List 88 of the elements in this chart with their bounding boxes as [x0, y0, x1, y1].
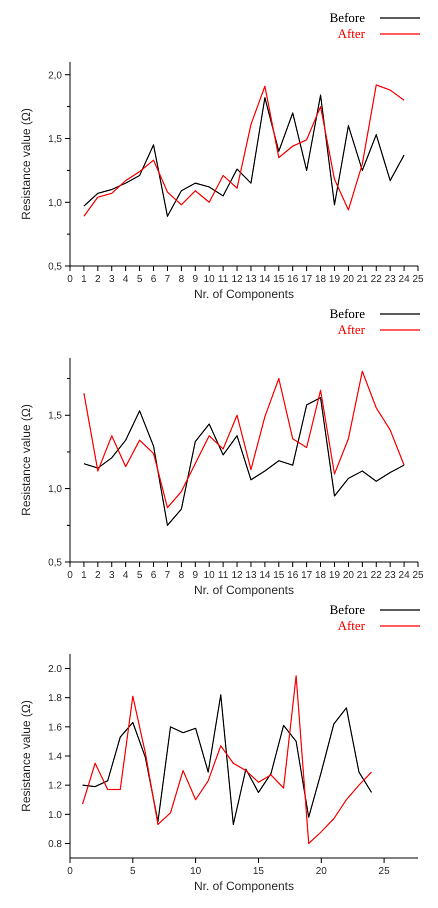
y-tick-label: 2,0	[48, 70, 62, 82]
x-tick-label: 4	[122, 570, 129, 581]
line-series	[82, 675, 372, 844]
x-tick-label: 14	[259, 570, 271, 581]
x-tick-label: 17	[301, 274, 313, 285]
legend-label: After	[338, 322, 366, 337]
y-axis-title: Resistance value (Ω)	[19, 108, 33, 220]
x-tick-label: 12	[231, 570, 244, 581]
x-tick-label: 13	[245, 274, 257, 285]
x-tick-label: 8	[178, 274, 185, 285]
x-tick-label: 17	[301, 570, 313, 581]
x-tick-label: 9	[192, 570, 198, 581]
y-tick-label: 1,5	[48, 410, 62, 422]
x-tick-label: 4	[122, 274, 129, 285]
x-tick-label: 5	[136, 274, 143, 285]
x-tick-label: 24	[398, 570, 410, 581]
x-tick-label: 22	[370, 570, 382, 581]
y-axis-title: Resistance value (Ω)	[19, 404, 33, 516]
x-tick-label: 3	[108, 274, 115, 285]
x-tick-label: 21	[356, 274, 368, 285]
x-tick-label: 11	[218, 570, 229, 581]
y-tick-label: 1,5	[48, 134, 62, 145]
x-axis-title: Nr. of Components	[194, 583, 294, 597]
x-tick-label: 24	[398, 274, 410, 285]
x-tick-label: 14	[259, 274, 271, 285]
line-series	[83, 370, 405, 508]
x-tick-label: 25	[412, 274, 424, 285]
line-series	[82, 694, 372, 826]
x-tick-label: 19	[328, 570, 340, 581]
x-tick-label: 16	[287, 274, 299, 285]
x-tick-label: 6	[150, 570, 157, 581]
x-tick-label: 1	[81, 570, 88, 581]
x-axis-title: Nr. of Components	[194, 879, 294, 893]
y-tick-label: 1.0	[48, 810, 62, 821]
x-tick-label: 10	[204, 570, 216, 581]
y-tick-label: 1.4	[48, 752, 62, 762]
x-tick-label: 6	[150, 274, 157, 285]
legend-label: Before	[330, 602, 366, 617]
x-tick-label: 25	[412, 570, 424, 581]
x-tick-label: 23	[384, 274, 396, 285]
x-tick-label: 7	[164, 570, 171, 581]
line-series	[83, 397, 405, 526]
y-tick-label: 1,0	[48, 198, 62, 209]
legend-label: After	[338, 618, 366, 633]
x-tick-label: 8	[178, 570, 185, 581]
y-tick-label: 2.0	[48, 664, 62, 676]
x-tick-label: 0	[67, 866, 74, 877]
y-tick-label: 0,5	[48, 262, 62, 272]
x-tick-label: 1	[81, 274, 88, 285]
x-tick-label: 20	[316, 866, 328, 877]
x-tick-label: 2	[95, 274, 102, 285]
y-tick-label: 1.6	[48, 722, 62, 734]
x-tick-label: 5	[136, 570, 143, 581]
y-tick-label: 1.8	[48, 693, 62, 704]
x-tick-label: 9	[192, 274, 198, 285]
x-tick-label: 0	[67, 570, 74, 581]
x-tick-label: 10	[204, 274, 216, 285]
x-tick-label: 15	[273, 570, 285, 581]
x-tick-label: 2	[95, 570, 102, 581]
x-tick-label: 23	[384, 570, 396, 581]
legend-label: After	[338, 26, 366, 41]
y-tick-label: 0,5	[48, 558, 62, 568]
x-axis-title: Nr. of Components	[194, 287, 294, 301]
y-tick-label: 1,0	[48, 484, 62, 496]
legend-label: Before	[330, 306, 366, 321]
x-tick-label: 18	[314, 570, 327, 581]
x-tick-label: 7	[164, 274, 171, 285]
x-tick-label: 15	[273, 274, 285, 285]
x-tick-label: 16	[287, 570, 299, 581]
legend-label: Before	[330, 10, 366, 25]
x-tick-label: 20	[342, 570, 354, 581]
x-tick-label: 5	[130, 866, 136, 877]
x-tick-label: 15	[252, 866, 264, 877]
y-tick-label: 1.2	[48, 780, 62, 792]
x-tick-label: 18	[314, 274, 327, 285]
x-tick-label: 3	[108, 570, 115, 581]
x-tick-label: 20	[342, 274, 354, 285]
x-tick-label: 13	[245, 570, 257, 581]
x-tick-label: 12	[231, 274, 244, 285]
y-tick-label: 0.8	[48, 838, 62, 850]
x-tick-label: 0	[67, 274, 74, 285]
y-axis-title: Resistance value (Ω)	[19, 700, 33, 812]
x-tick-label: 10	[190, 866, 202, 877]
x-tick-label: 11	[218, 274, 229, 285]
x-tick-label: 19	[328, 274, 340, 285]
x-tick-label: 22	[370, 274, 382, 285]
x-tick-label: 25	[378, 866, 390, 877]
x-tick-label: 21	[356, 570, 368, 581]
